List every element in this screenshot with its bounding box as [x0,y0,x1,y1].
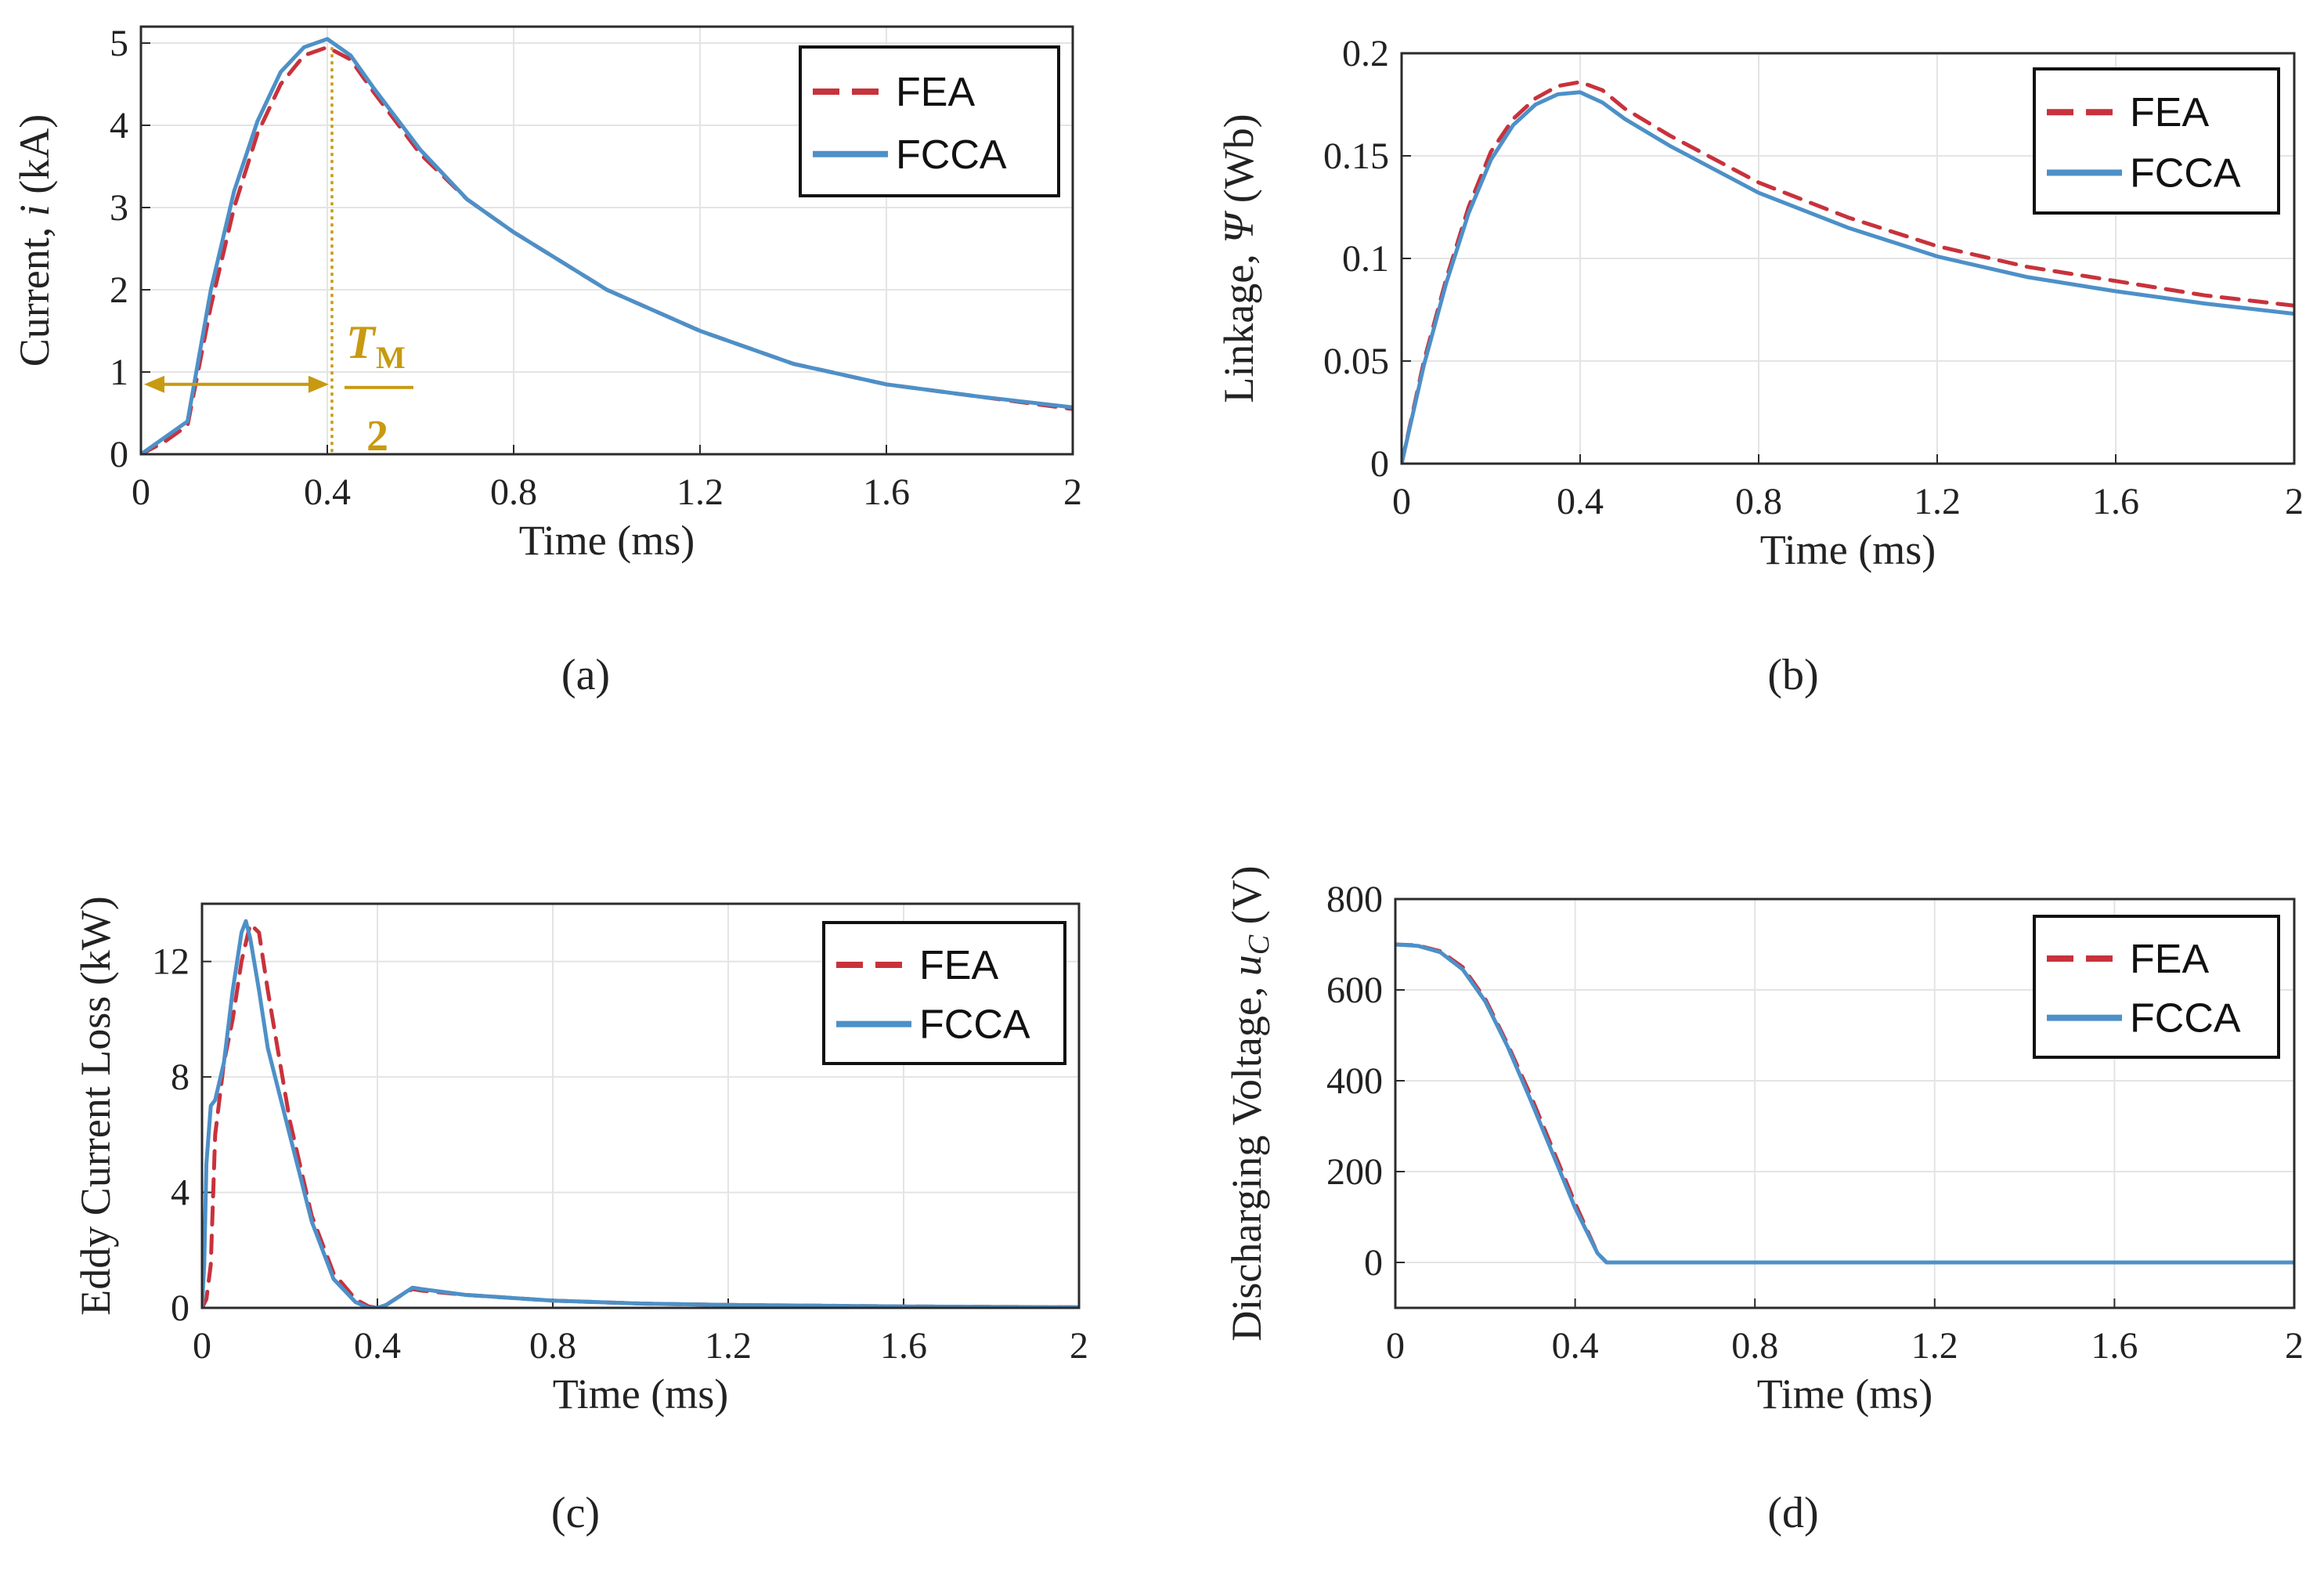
y-tick-label: 8 [171,1056,189,1098]
legend-label: FCCA [896,132,1007,178]
y-axis-label: Current, i (kA) [11,114,58,367]
legend-label: FCCA [919,1002,1030,1048]
y-tick-label: 12 [152,941,189,983]
legend-label: FEA [2130,937,2209,982]
x-tick-label: 1.6 [2092,481,2139,522]
y-tick-label: 0.2 [1342,33,1389,74]
x-tick-label: 1.2 [1914,481,1961,522]
y-tick-label: 400 [1326,1060,1383,1102]
x-axis-label: Time (ms) [1757,1371,1933,1418]
y-tick-label: 0 [171,1287,189,1329]
x-tick-label: 1.6 [880,1325,927,1367]
x-tick-label: 0.4 [304,471,351,513]
series-line-fcca [1402,90,2294,464]
legend-label: FEA [2130,90,2209,135]
plot-frame [1400,52,2296,465]
x-tick-label: 0.4 [354,1325,401,1367]
x-tick-label: 0 [1386,1325,1405,1367]
x-tick-label: 1.6 [2091,1325,2138,1367]
y-tick-label: 4 [110,105,128,146]
y-axis-label: Eddy Current Loss (kW) [72,896,119,1315]
panel-caption: (b) [1767,651,1818,699]
x-tick-label: 1.2 [705,1325,752,1367]
arrow-head-left-icon [144,375,164,393]
y-tick-label: 800 [1326,879,1383,920]
x-tick-label: 1.2 [1911,1325,1958,1367]
legend-box [2033,915,2280,1059]
x-tick-label: 1.2 [677,471,724,513]
y-tick-label: 4 [171,1172,189,1214]
x-axis-label: Time (ms) [519,517,695,564]
x-axis-label: Time (ms) [553,1371,729,1418]
annotation-symbol: T [346,316,377,368]
plot-frame [200,902,1081,1309]
y-tick-label: 200 [1326,1151,1383,1193]
x-tick-label: 0 [193,1325,211,1367]
x-tick-label: 0.4 [1557,481,1604,522]
series-line-fcca [1395,942,2294,1265]
y-tick-label: 600 [1326,970,1383,1011]
x-tick-label: 1.6 [863,471,910,513]
x-tick-label: 2 [2285,481,2304,522]
y-tick-label: 0.05 [1323,341,1389,382]
y-tick-label: 0 [1370,443,1389,485]
x-tick-label: 2 [1070,1325,1088,1367]
y-tick-label: 5 [110,23,128,64]
arrow-head-right-icon [308,375,329,393]
legend-label: FCCA [2130,150,2241,196]
annotation-denominator: 2 [366,412,388,460]
y-axis-label: Discharging Voltage, uC (V) [1223,865,1276,1341]
y-axis-label: Linkage, Ψ (Wb) [1215,114,1262,403]
x-tick-label: 0.8 [529,1325,576,1367]
y-tick-label: 1 [110,352,128,393]
chart-panel-d: 0 0.4 0.8 1.2 1.6 2 0 200 400 600 800 FEA FCCA Time (… [1223,865,2304,1537]
y-tick-label: 0 [110,434,128,475]
plot-frame [1394,897,2296,1309]
x-tick-label: 0 [1392,481,1411,522]
series-line-fcca [141,37,1073,454]
legend-box [2033,67,2280,215]
x-tick-label: 2 [1063,471,1082,513]
x-tick-label: 0 [132,471,150,513]
y-tick-label: 3 [110,187,128,229]
chart-panel-a: 0 0.4 0.8 1.2 1.6 2 0 1 2 3 4 5 T M 2 FEA FCCA Time (ms) C… [11,23,1082,699]
series-line-fea [1402,80,2294,464]
x-tick-label: 0.8 [1731,1325,1778,1367]
y-tick-label: 2 [110,269,128,311]
x-tick-label: 0.8 [1735,481,1782,522]
x-tick-label: 0.8 [490,471,537,513]
x-tick-label: 2 [2285,1325,2304,1367]
panel-caption: (d) [1767,1489,1818,1537]
series-line-fcca [202,919,1079,1308]
y-tick-label: 0.1 [1342,238,1389,280]
plot-frame [139,25,1074,456]
annotation-subscript: M [376,340,406,375]
legend-label: FCCA [2130,996,2241,1042]
legend-label: FEA [919,943,998,988]
y-tick-label: 0.15 [1323,135,1389,177]
legend-label: FEA [896,70,975,115]
y-tick-label: 0 [1364,1242,1383,1284]
x-tick-label: 0.4 [1552,1325,1599,1367]
panel-caption: (a) [561,651,610,699]
panel-caption: (c) [551,1489,600,1537]
chart-panel-c: 0 0.4 0.8 1.2 1.6 2 0 4 8 12 FEA FCCA Time (ms) Eddy … [72,896,1088,1537]
chart-panel-b: 0 0.4 0.8 1.2 1.6 2 0 0.05 0.1 0.15 0.2 FEA FCCA Time… [1215,33,2304,699]
x-axis-label: Time (ms) [1760,526,1936,573]
legend-box [799,45,1060,197]
legend-box [822,921,1066,1065]
